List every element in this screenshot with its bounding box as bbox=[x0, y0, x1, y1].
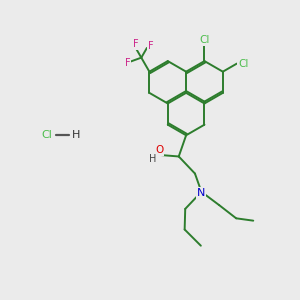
Text: Cl: Cl bbox=[199, 35, 210, 46]
Text: Cl: Cl bbox=[238, 58, 248, 69]
Text: H: H bbox=[148, 154, 156, 164]
Text: Cl: Cl bbox=[41, 130, 52, 140]
Text: N: N bbox=[197, 188, 206, 198]
Text: O: O bbox=[155, 145, 163, 155]
Text: F: F bbox=[148, 40, 153, 51]
Text: H: H bbox=[72, 130, 80, 140]
Text: F: F bbox=[125, 58, 130, 68]
Text: F: F bbox=[133, 39, 139, 50]
